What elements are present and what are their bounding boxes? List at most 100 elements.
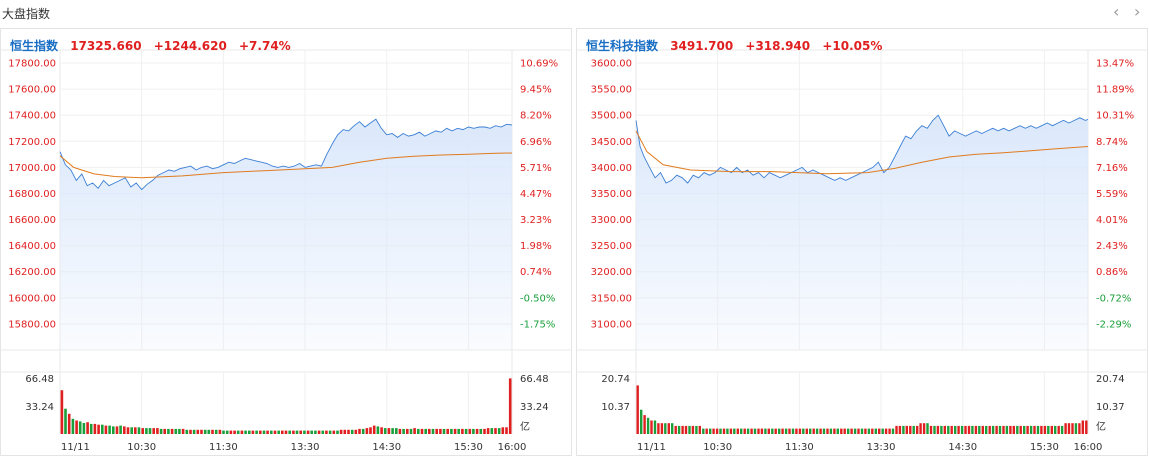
volume-bar	[743, 428, 746, 434]
y-tick-label: 3400.00	[591, 163, 632, 174]
pct-tick-label: 10.31%	[1096, 111, 1134, 122]
index-line-chart: 3600.00 13.47% 3550.00 11.89% 3500.00 10.31% 3…	[576, 28, 1148, 456]
volume-bar	[273, 430, 277, 434]
volume-bar	[795, 428, 798, 434]
y-tick-label: 17400.00	[8, 111, 56, 122]
volume-unit-label: 亿	[520, 420, 530, 433]
volume-bar	[431, 428, 435, 434]
volume-bar	[192, 429, 196, 434]
volume-bar	[450, 428, 453, 434]
volume-bar	[712, 428, 715, 434]
volume-bar	[815, 428, 819, 434]
pct-tick-label: 6.96%	[520, 137, 552, 148]
volume-bar	[919, 423, 922, 434]
volume-bar	[991, 425, 995, 434]
y-tick-label: 3500.00	[591, 111, 632, 122]
average-line	[59, 152, 513, 179]
volume-bar	[428, 428, 431, 434]
chevron-left-icon[interactable]: ‹	[1113, 2, 1120, 21]
volume-bar	[709, 428, 712, 434]
volume-bar	[936, 425, 940, 434]
volume-bar	[1043, 425, 1047, 434]
volume-bar	[145, 428, 148, 434]
volume-bar	[1078, 423, 1081, 434]
top-bar: 大盘指数 ‹ ›	[0, 0, 1149, 28]
volume-bar	[365, 428, 369, 434]
volume-bar	[123, 426, 126, 434]
volume-bar	[383, 428, 387, 434]
volume-bar	[446, 428, 449, 434]
volume-bar	[409, 428, 413, 434]
y-tick-label: 3450.00	[591, 137, 632, 148]
volume-tick-label: 33.24	[25, 402, 54, 413]
index-name[interactable]: 恒生科技指数	[586, 39, 659, 53]
volume-bar	[101, 424, 104, 434]
volume-bar	[391, 428, 394, 434]
volume-bar	[266, 430, 269, 434]
pct-tick-label: 0.86%	[1096, 267, 1128, 278]
volume-bar	[884, 428, 888, 434]
volume-tick-label: 20.74	[1096, 374, 1125, 385]
volume-bar	[170, 428, 174, 434]
volume-bar	[988, 425, 991, 434]
volume-bar	[864, 428, 867, 434]
y-tick-label: 3300.00	[591, 215, 632, 226]
x-tick-label: 15:30	[1030, 442, 1059, 453]
volume-bar	[726, 428, 729, 434]
index-change-pct: +7.74%	[239, 39, 291, 53]
index-name[interactable]: 恒生指数	[10, 39, 59, 53]
chevron-right-icon[interactable]: ›	[1134, 2, 1141, 21]
volume-bar	[964, 425, 967, 434]
volume-bar	[671, 423, 674, 434]
volume-bar	[702, 428, 705, 434]
volume-bar	[967, 425, 971, 434]
volume-bar	[822, 428, 826, 434]
volume-bar	[259, 430, 262, 434]
volume-bar	[490, 428, 494, 434]
volume-bar	[248, 430, 251, 434]
volume-bar	[1029, 425, 1033, 434]
y-tick-label: 17800.00	[8, 59, 56, 70]
y-tick-label: 3100.00	[591, 319, 632, 330]
volume-bar	[940, 425, 943, 434]
y-tick-label: 16200.00	[8, 267, 56, 278]
volume-bar	[916, 425, 919, 434]
y-tick-label: 3200.00	[591, 267, 632, 278]
volume-bar	[292, 430, 295, 434]
volume-bar	[1081, 420, 1084, 434]
volume-bar	[971, 425, 974, 434]
volume-bar	[853, 428, 857, 434]
y-tick-label: 17600.00	[8, 85, 56, 96]
volume-tick-label: 33.24	[520, 402, 549, 413]
volume-bar	[950, 425, 953, 434]
volume-bar	[826, 428, 829, 434]
volume-bar	[640, 409, 643, 434]
pct-tick-label: 0.74%	[520, 267, 552, 278]
volume-bar	[214, 429, 218, 434]
pct-tick-label: 8.74%	[1096, 137, 1128, 148]
volume-bar	[413, 428, 416, 434]
volume-bar	[262, 430, 266, 434]
volume-bar	[303, 430, 306, 434]
volume-bar	[461, 428, 464, 434]
volume-bar	[108, 425, 111, 434]
volume-bar	[660, 423, 664, 434]
x-tick-label: 14:30	[948, 442, 977, 453]
volume-bar	[314, 430, 317, 434]
volume-bar	[339, 429, 343, 434]
volume-bar	[112, 426, 115, 434]
index-last: 3491.700	[670, 39, 734, 53]
volume-bar	[310, 430, 313, 434]
volume-bar	[867, 428, 871, 434]
volume-bar	[328, 430, 332, 434]
volume-bar	[1074, 423, 1078, 434]
volume-bar	[691, 425, 695, 434]
volume-bar	[60, 390, 64, 434]
volume-bar	[1064, 423, 1067, 434]
index-change: +1244.620	[153, 39, 227, 53]
volume-bar	[376, 426, 380, 434]
pct-tick-label: 2.43%	[1096, 241, 1128, 252]
volume-tick-label: 10.37	[601, 402, 630, 413]
price-area	[60, 119, 512, 350]
volume-bar	[667, 423, 670, 434]
